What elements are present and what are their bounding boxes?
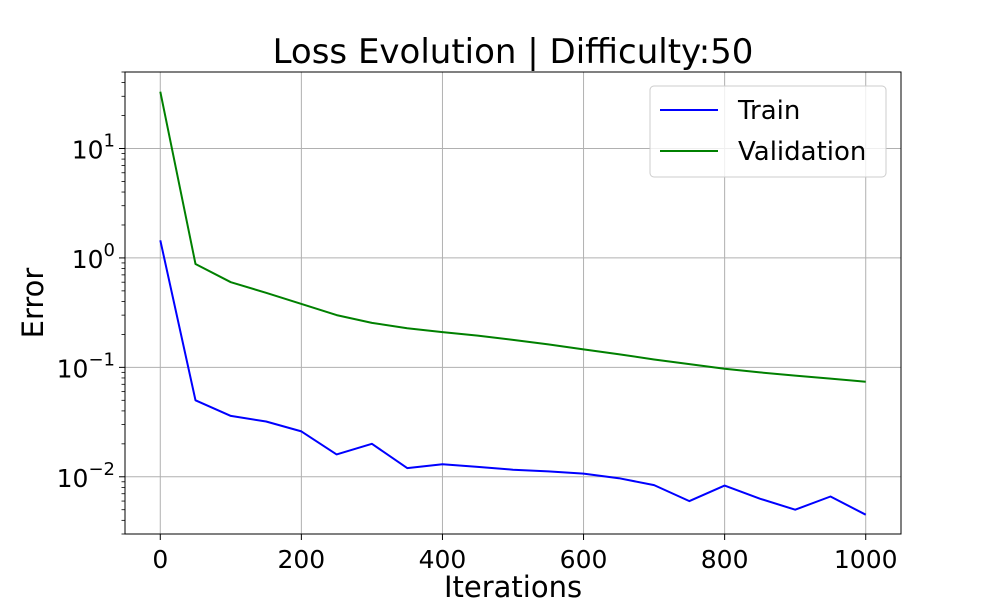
legend-label-train: Train bbox=[737, 96, 800, 126]
minor-ticks bbox=[121, 71, 125, 535]
x-tick-label: 200 bbox=[278, 545, 326, 574]
y-tick-label: 10−1 bbox=[57, 349, 115, 383]
series-line-train bbox=[159, 240, 867, 516]
x-tick-label: 0 bbox=[152, 545, 168, 574]
y-tick-label: 101 bbox=[72, 130, 115, 164]
x-tick-label: 800 bbox=[701, 545, 749, 574]
x-tick-label: 400 bbox=[419, 545, 467, 574]
x-tick-label: 1000 bbox=[834, 545, 898, 574]
series-lines bbox=[159, 91, 867, 516]
x-axis-ticks: 0 200 400 600 800 1000 bbox=[152, 534, 898, 574]
y-tick-label: 10−2 bbox=[57, 459, 115, 493]
legend: Train Validation bbox=[649, 85, 887, 178]
plot-area bbox=[124, 71, 902, 535]
x-axis-label: Iterations bbox=[444, 570, 582, 600]
y-tick-label: 100 bbox=[72, 240, 115, 274]
legend-box bbox=[649, 85, 887, 178]
x-tick-label: 600 bbox=[560, 545, 608, 574]
series-line-validation bbox=[159, 91, 866, 383]
y-axis-label: Error bbox=[16, 268, 50, 339]
chart-title: Loss Evolution | Difficulty:50 bbox=[273, 32, 754, 72]
y-axis-ticks: 10−2 10−1 100 101 bbox=[57, 130, 125, 493]
legend-label-validation: Validation bbox=[738, 137, 866, 167]
